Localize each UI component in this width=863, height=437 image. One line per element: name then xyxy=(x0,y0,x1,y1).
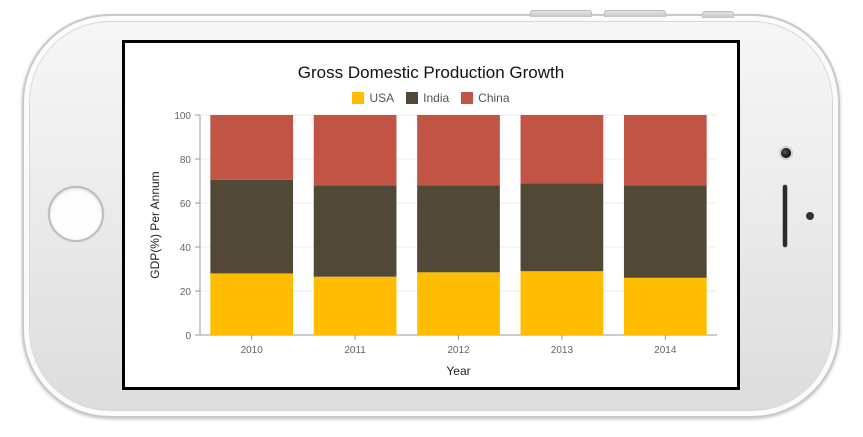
y-tick-label: 20 xyxy=(180,287,192,298)
bar-india-2013 xyxy=(520,183,604,272)
volume-button xyxy=(530,10,592,17)
earpiece-speaker xyxy=(782,184,788,248)
x-tick-label: 2012 xyxy=(447,345,470,356)
volume-button-2 xyxy=(604,10,666,17)
bar-usa-2014 xyxy=(623,277,707,335)
y-tick-label: 40 xyxy=(180,243,192,254)
y-tick-label: 80 xyxy=(180,155,192,166)
y-axis-title: GDP(%) Per Annum xyxy=(148,171,162,278)
bar-india-2012 xyxy=(417,185,500,273)
legend-item-india[interactable]: India xyxy=(406,91,449,105)
legend-swatch-china xyxy=(461,92,474,104)
bar-china-2012 xyxy=(417,115,500,186)
bar-india-2010 xyxy=(210,179,294,274)
x-tick-label: 2013 xyxy=(551,345,574,356)
legend-item-china[interactable]: China xyxy=(461,91,510,105)
legend-swatch-india xyxy=(406,92,419,104)
bar-india-2011 xyxy=(313,185,397,277)
bar-usa-2010 xyxy=(210,273,294,335)
y-tick-label: 100 xyxy=(174,111,191,122)
front-camera xyxy=(779,146,793,160)
bar-india-2014 xyxy=(623,185,707,278)
legend-label-usa: USA xyxy=(369,91,395,105)
power-button xyxy=(702,11,734,18)
phone-screen: Gross Domestic Production Growth USA Indi… xyxy=(122,40,740,390)
bar-usa-2011 xyxy=(313,276,397,335)
bar-china-2011 xyxy=(313,115,397,186)
x-axis-title: Year xyxy=(446,364,470,378)
legend-item-usa[interactable]: USA xyxy=(352,91,394,105)
bar-china-2010 xyxy=(210,115,294,180)
y-tick-label: 0 xyxy=(185,331,191,342)
stacked-bar-chart: 0 20 40 60 80 100 2010 2011 2012 2013 2014 Year GDP(… xyxy=(148,111,717,378)
bar-usa-2012 xyxy=(417,272,500,335)
legend-swatch-usa xyxy=(352,92,365,104)
home-button[interactable] xyxy=(48,186,104,242)
proximity-sensor xyxy=(806,212,814,220)
x-tick-label: 2010 xyxy=(241,345,264,356)
x-tick-label: 2014 xyxy=(654,345,677,356)
bar-china-2014 xyxy=(623,115,707,186)
bar-usa-2013 xyxy=(520,271,604,335)
legend-label-china: China xyxy=(478,91,510,105)
legend-label-india: India xyxy=(423,91,450,105)
chart-legend: USA India China xyxy=(125,91,737,105)
y-tick-label: 60 xyxy=(180,199,192,210)
bar-china-2013 xyxy=(520,115,604,184)
x-tick-label: 2011 xyxy=(344,345,366,356)
chart-title: Gross Domestic Production Growth xyxy=(297,63,565,82)
